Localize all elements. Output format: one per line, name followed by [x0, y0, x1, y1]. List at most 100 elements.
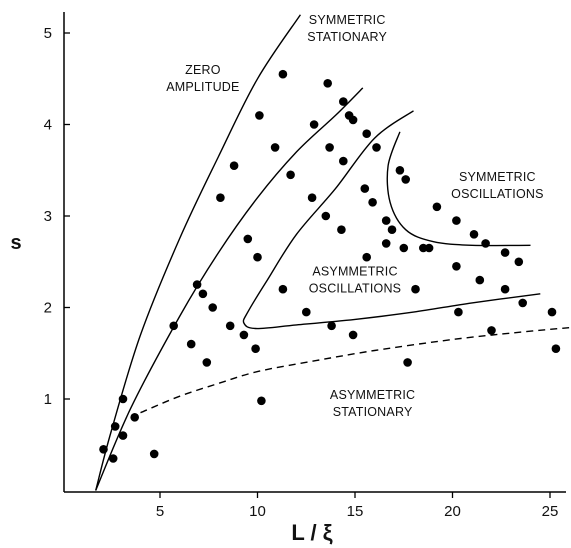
data-point: [321, 211, 331, 221]
data-point: [348, 115, 358, 125]
data-point: [500, 248, 510, 257]
data-point: [401, 175, 411, 184]
data-point: [192, 280, 202, 289]
data-point: [108, 454, 118, 463]
data-point: [110, 422, 120, 431]
region-label: ZERO AMPLITUDE: [166, 63, 239, 94]
y-tick-label: 4: [44, 117, 52, 134]
region-label-line: AMPLITUDE: [166, 80, 239, 94]
data-point: [286, 170, 295, 180]
data-point: [243, 234, 253, 244]
region-label: ASYMMETRIC OSCILLATIONS: [309, 265, 401, 296]
ticks-layer: 5 10 15 20 25 1 2 3 4 5: [44, 25, 559, 520]
data-point: [229, 161, 239, 170]
axes: [63, 12, 566, 493]
data-point: [469, 230, 479, 239]
data-point: [239, 330, 249, 340]
data-point: [270, 143, 280, 152]
region-label-line: STATIONARY: [307, 30, 387, 44]
data-point: [411, 284, 420, 294]
y-tick-label: 1: [44, 391, 52, 408]
data-point: [481, 239, 490, 248]
region-label: ASYMMETRIC STATIONARY: [330, 388, 415, 419]
data-point: [169, 321, 178, 331]
data-point: [362, 129, 372, 138]
data-point: [432, 202, 442, 212]
data-point: [514, 257, 524, 267]
data-point: [327, 321, 336, 331]
data-point: [278, 284, 288, 294]
data-point: [257, 396, 266, 406]
data-point: [518, 298, 527, 308]
boundary-curve-4: [386, 131, 531, 247]
curves-layer: [95, 14, 570, 491]
data-point: [348, 330, 358, 340]
x-axis-title: L / ξ: [291, 520, 332, 545]
y-axis-title: s: [10, 232, 21, 254]
data-point: [368, 198, 377, 207]
data-point: [362, 252, 372, 262]
data-point: [475, 275, 485, 285]
y-tick-label: 3: [44, 208, 52, 225]
annotations-layer: ZEROAMPLITUDESYMMETRICSTATIONARYSYMMETRI…: [166, 13, 543, 419]
data-point: [381, 216, 391, 225]
data-point: [130, 413, 139, 422]
data-point: [309, 120, 319, 129]
data-point: [208, 303, 217, 312]
x-tick-label: 5: [156, 503, 164, 520]
data-point: [302, 307, 311, 317]
data-point: [202, 358, 212, 367]
boundary-curve-3: [242, 110, 541, 330]
data-point: [360, 184, 370, 193]
data-point: [339, 97, 348, 106]
data-point: [452, 216, 461, 225]
data-point: [253, 252, 262, 262]
data-point: [118, 431, 128, 440]
data-point: [339, 156, 348, 166]
data-point: [251, 344, 260, 354]
data-point: [307, 193, 317, 202]
data-point: [454, 307, 463, 317]
data-point: [547, 307, 557, 317]
y-tick-label: 2: [44, 300, 52, 317]
data-point: [186, 339, 196, 349]
data-point: [452, 262, 461, 271]
region-label: SYMMETRIC OSCILLATIONS: [451, 170, 543, 201]
region-label-line: ZERO: [185, 63, 221, 77]
data-point: [395, 166, 405, 175]
x-tick-label: 10: [249, 503, 266, 520]
x-tick-label: 20: [444, 503, 461, 520]
data-point: [118, 394, 128, 404]
data-point: [487, 326, 496, 335]
points-layer: [99, 69, 561, 463]
data-point: [255, 111, 264, 120]
data-point: [399, 243, 409, 253]
data-point: [225, 321, 235, 331]
data-point: [325, 143, 334, 152]
data-point: [99, 445, 108, 454]
data-point: [198, 289, 208, 299]
boundary-curve-2: [95, 87, 364, 491]
data-point: [337, 225, 346, 234]
region-label-line: ASYMMETRIC: [330, 388, 415, 402]
region-label-line: SYMMETRIC: [459, 170, 536, 184]
dashed-boundary-curve-5: [140, 326, 570, 414]
region-label-line: OSCILLATIONS: [451, 187, 543, 201]
x-tick-label: 15: [347, 503, 364, 520]
region-label-line: ASYMMETRIC: [312, 265, 397, 279]
data-point: [149, 449, 159, 459]
region-label: SYMMETRIC STATIONARY: [307, 13, 387, 44]
data-point: [551, 344, 561, 354]
x-tick-label: 25: [542, 503, 559, 520]
y-tick-label: 5: [44, 25, 52, 42]
data-point: [424, 243, 434, 253]
data-point: [381, 239, 391, 248]
region-label-line: OSCILLATIONS: [309, 282, 401, 296]
data-point: [387, 225, 397, 234]
region-label-line: STATIONARY: [333, 405, 413, 419]
data-point: [403, 358, 412, 367]
region-label-line: SYMMETRIC: [309, 13, 386, 27]
data-point: [216, 193, 225, 202]
data-point: [278, 69, 288, 79]
data-point: [500, 284, 510, 294]
